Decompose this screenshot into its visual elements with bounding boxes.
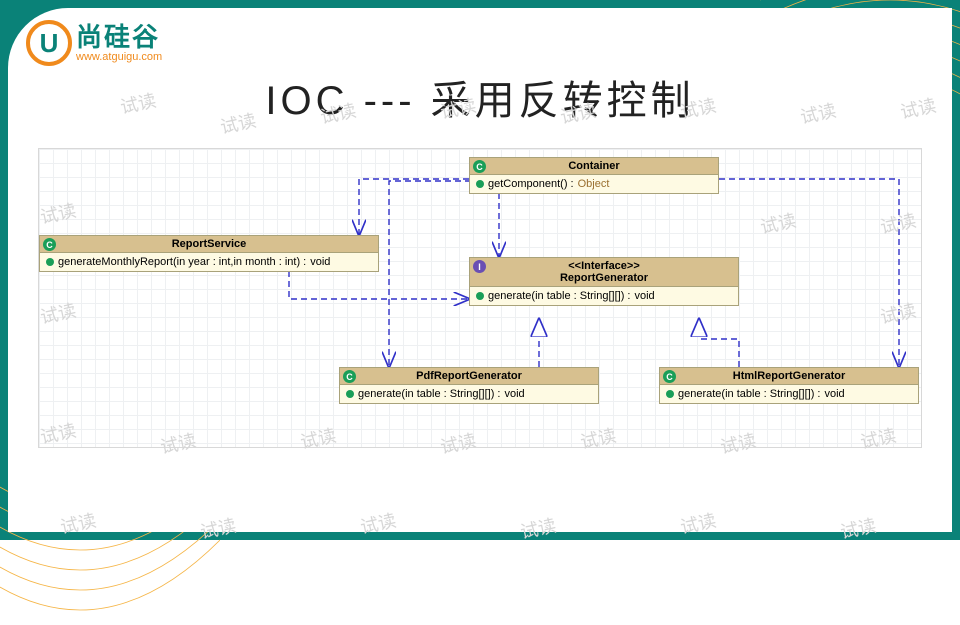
stereotype: <<Interface>> [474,260,734,272]
logo-cn: 尚硅谷 [76,24,162,50]
class-icon: C [43,238,56,251]
visibility-icon [346,390,354,398]
uml-member: generate(in table : String[][]) : void [666,388,912,400]
uml-head: CHtmlReportGenerator [660,368,918,385]
logo-url: www.atguigu.com [76,52,162,63]
member-return: void [504,388,524,400]
member-signature: generate(in table : String[][]) : [488,290,630,302]
class-name: Container [474,160,714,172]
uml-head: CPdfReportGenerator [340,368,598,385]
uml-member: generateMonthlyReport(in year : int,in m… [46,256,372,268]
uml-body: getComponent() : Object [470,175,718,193]
uml-reportgenerator: I<<Interface>>ReportGenerator generate(in… [469,257,739,306]
uml-body: generate(in table : String[][]) : void [470,287,738,305]
class-icon: C [473,160,486,173]
visibility-icon [476,292,484,300]
member-signature: generateMonthlyReport(in year : int,in m… [58,256,306,268]
member-return: Object [578,178,610,190]
member-return: void [310,256,330,268]
member-signature: getComponent() : [488,178,574,190]
uml-head: I<<Interface>>ReportGenerator [470,258,738,287]
visibility-icon [46,258,54,266]
uml-diagram: CContainergetComponent() : ObjectCReport… [38,148,922,448]
page-title: IOC --- 采用反转控制 [8,68,952,126]
interface-icon: I [473,260,486,273]
member-signature: generate(in table : String[][]) : [678,388,820,400]
member-return: void [824,388,844,400]
visibility-icon [476,180,484,188]
class-name: HtmlReportGenerator [664,370,914,382]
uml-member: generate(in table : String[][]) : void [476,290,732,302]
visibility-icon [666,390,674,398]
uml-container: CContainer getComponent() : Object [469,157,719,194]
uml-pdf: CPdfReportGenerator generate(in table : S… [339,367,599,404]
class-icon: C [343,370,356,383]
class-name: ReportService [44,238,374,250]
uml-body: generate(in table : String[][]) : void [340,385,598,403]
class-icon: C [663,370,676,383]
uml-head: CReportService [40,236,378,253]
uml-html: CHtmlReportGenerator generate(in table : … [659,367,919,404]
uml-member: getComponent() : Object [476,178,712,190]
class-name: PdfReportGenerator [344,370,594,382]
member-signature: generate(in table : String[][]) : [358,388,500,400]
logo-icon: U [26,20,72,66]
member-return: void [634,290,654,302]
slide-body: U 尚硅谷 www.atguigu.com IOC --- 采用反转控制 [8,8,952,532]
uml-reportservice: CReportService generateMonthlyReport(in y… [39,235,379,272]
uml-body: generate(in table : String[][]) : void [660,385,918,403]
uml-member: generate(in table : String[][]) : void [346,388,592,400]
uml-body: generateMonthlyReport(in year : int,in m… [40,253,378,271]
uml-head: CContainer [470,158,718,175]
logo: U 尚硅谷 www.atguigu.com [26,20,162,66]
class-name: ReportGenerator [474,272,734,284]
